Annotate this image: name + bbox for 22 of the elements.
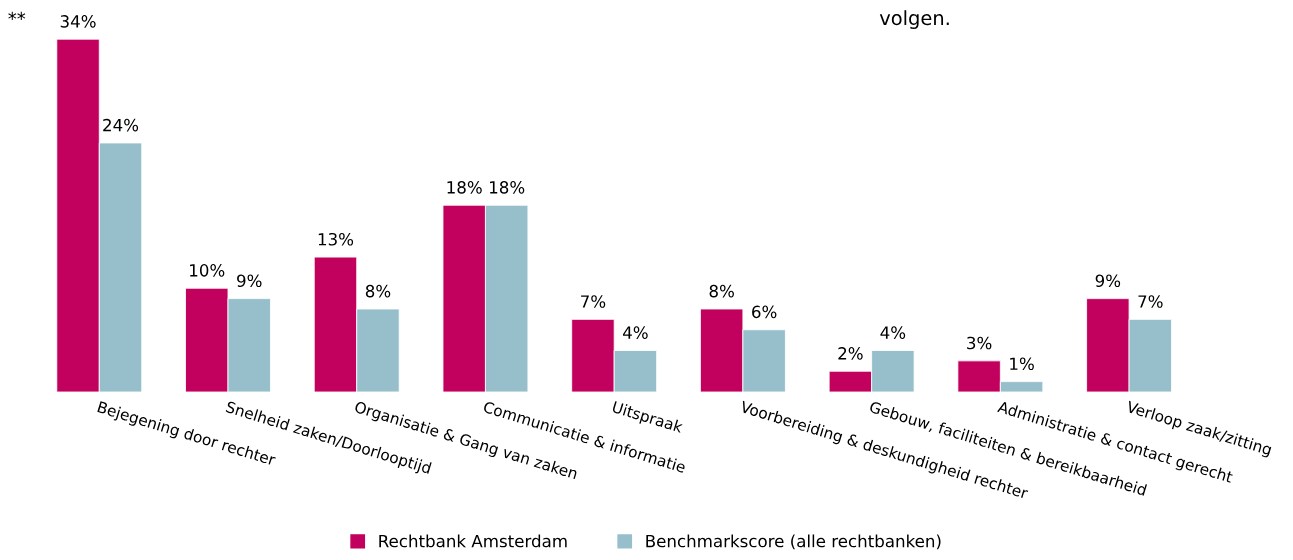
data-label: 6% <box>752 305 777 319</box>
data-label: 7% <box>1138 295 1163 308</box>
text: ** <box>8 11 26 21</box>
data-label: 18% <box>447 181 482 194</box>
data-label: 8% <box>365 284 391 298</box>
data-label: 7% <box>581 295 606 308</box>
data-label: 24% <box>103 118 139 132</box>
data-label: 13% <box>318 232 354 246</box>
data-label: 4% <box>880 326 906 339</box>
data-label: 2% <box>838 347 863 360</box>
legend-label: Benchmarkscore (alle rechtbanken) <box>646 534 941 550</box>
data-label: 10% <box>190 264 225 277</box>
data-label: 18% <box>490 181 525 194</box>
data-label: 34% <box>60 15 96 28</box>
text: volgen. <box>879 10 949 30</box>
data-label: 9% <box>237 274 262 288</box>
data-label: 4% <box>623 326 648 339</box>
data-label: 8% <box>709 284 734 298</box>
legend-label: Rechtbank Amsterdam <box>379 534 567 548</box>
data-label: 1% <box>1010 357 1034 371</box>
data-label: 9% <box>1095 274 1121 288</box>
data-label: 3% <box>967 336 992 350</box>
